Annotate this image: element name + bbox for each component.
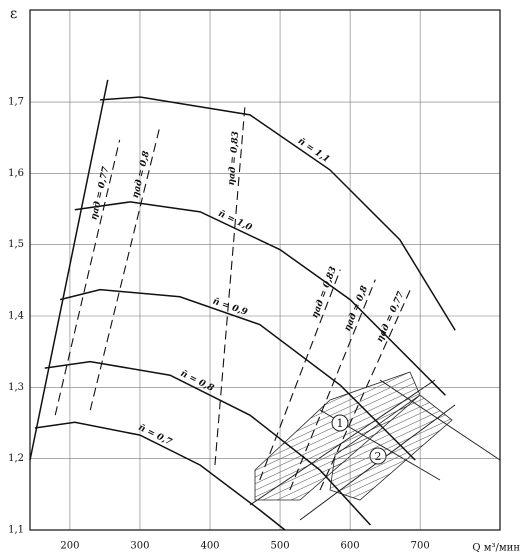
x-tick-label: 500 [271, 541, 290, 552]
zone-line [379, 379, 501, 461]
zone-2 [329, 394, 453, 501]
zone-label: 2 [375, 450, 382, 463]
series-label: ηад = 0,8 [343, 284, 371, 333]
efficiency-line [89, 124, 161, 411]
zone-marker [369, 447, 387, 465]
x-tick-label: 700 [411, 541, 430, 552]
zone-label: 1 [337, 417, 344, 430]
x-tick-label: 400 [200, 541, 219, 552]
efficiency-line [289, 279, 376, 491]
series-label: ηад = 0,8 [131, 149, 152, 199]
series-label: ηад = 0,83 [227, 131, 241, 186]
speed-line [29, 79, 109, 461]
speed-line [44, 360, 371, 526]
y-tick-label: 1,3 [8, 382, 24, 393]
zone-line [249, 379, 436, 506]
y-tick-label: 1,1 [8, 525, 24, 536]
efficiency-line [259, 269, 341, 481]
y-tick-label: 1,5 [8, 239, 24, 250]
x-tick-label: 200 [60, 541, 79, 552]
efficiency-line [214, 104, 246, 466]
zone-1 [254, 371, 421, 501]
y-tick-label: 1,6 [8, 168, 24, 179]
speed-line [99, 96, 456, 331]
efficiency-line [319, 289, 411, 491]
plot-frame [29, 9, 501, 531]
speed-line [59, 288, 416, 461]
y-tick-label: 1,2 [8, 453, 24, 464]
y-tick-label: 1,7 [8, 97, 24, 108]
x-tick-label: 300 [130, 541, 149, 552]
x-tick-label: 600 [341, 541, 360, 552]
zone-marker [331, 414, 349, 432]
y-tick-label: 1,4 [8, 311, 24, 322]
operating-zones: 1 2 [249, 371, 501, 521]
series-label: ηад = 0,77 [375, 290, 407, 344]
y-axis-label: ε [10, 6, 17, 22]
speed-line [34, 421, 286, 531]
efficiency-line [54, 139, 121, 416]
speed-line [74, 201, 446, 396]
x-axis-label: Q м³/мин [472, 543, 520, 554]
